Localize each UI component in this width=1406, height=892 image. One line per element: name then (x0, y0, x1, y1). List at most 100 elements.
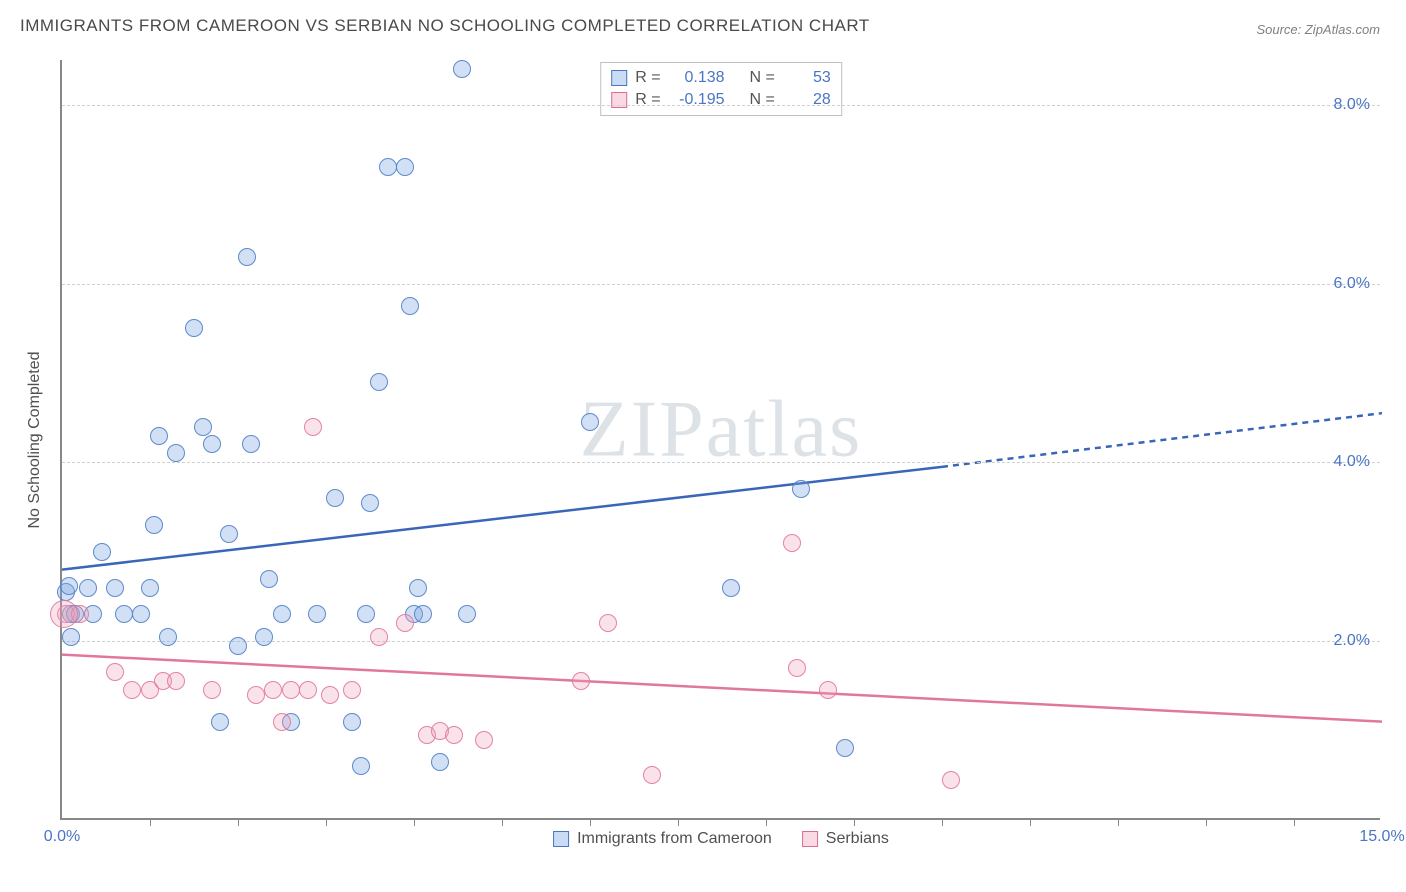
data-point-cameroon (141, 579, 159, 597)
x-tick-mark (766, 818, 767, 826)
y-tick-label: 4.0% (1334, 453, 1370, 471)
legend-label: Serbians (826, 830, 889, 848)
data-point-serbians (203, 681, 221, 699)
x-tick-mark (678, 818, 679, 826)
x-tick-label: 15.0% (1359, 828, 1404, 846)
data-point-serbians (819, 681, 837, 699)
swatch-icon (802, 831, 818, 847)
data-point-serbians (321, 686, 339, 704)
data-point-cameroon (255, 628, 273, 646)
r-label: R = (635, 69, 660, 87)
data-point-cameroon (106, 579, 124, 597)
data-point-cameroon (836, 739, 854, 757)
data-point-cameroon (458, 605, 476, 623)
data-point-cameroon (150, 427, 168, 445)
data-point-serbians (264, 681, 282, 699)
x-tick-mark (590, 818, 591, 826)
data-point-cameroon (132, 605, 150, 623)
data-point-cameroon (60, 577, 78, 595)
data-point-cameroon (326, 489, 344, 507)
data-point-cameroon (409, 579, 427, 597)
data-point-serbians (167, 672, 185, 690)
data-point-cameroon (211, 713, 229, 731)
y-tick-label: 8.0% (1334, 96, 1370, 114)
data-point-cameroon (453, 60, 471, 78)
data-point-serbians (396, 614, 414, 632)
data-point-cameroon (203, 435, 221, 453)
data-point-cameroon (792, 480, 810, 498)
data-point-cameroon (401, 297, 419, 315)
gridline (62, 462, 1380, 463)
data-point-serbians (304, 418, 322, 436)
data-point-cameroon (414, 605, 432, 623)
data-point-serbians (599, 614, 617, 632)
data-point-cameroon (115, 605, 133, 623)
data-point-cameroon (194, 418, 212, 436)
x-tick-mark (326, 818, 327, 826)
x-tick-mark (414, 818, 415, 826)
x-tick-label: 0.0% (44, 828, 80, 846)
legend: Immigrants from Cameroon Serbians (553, 830, 889, 848)
gridline (62, 105, 1380, 106)
y-axis-label: No Schooling Completed (26, 352, 44, 529)
data-point-serbians (445, 726, 463, 744)
data-point-cameroon (185, 319, 203, 337)
x-tick-mark (1206, 818, 1207, 826)
swatch-icon (611, 70, 627, 86)
x-tick-mark (1294, 818, 1295, 826)
legend-item-serbians: Serbians (802, 830, 889, 848)
data-point-serbians (788, 659, 806, 677)
r-value: 0.138 (669, 69, 725, 87)
n-value: 28 (783, 91, 831, 109)
stats-row-serbians: R = -0.195 N = 28 (611, 89, 831, 111)
r-label: R = (635, 91, 660, 109)
x-tick-mark (150, 818, 151, 826)
data-point-serbians (299, 681, 317, 699)
data-point-cameroon (260, 570, 278, 588)
chart-container: IMMIGRANTS FROM CAMEROON VS SERBIAN NO S… (0, 0, 1406, 892)
data-point-cameroon (238, 248, 256, 266)
data-point-serbians (50, 600, 78, 628)
data-point-serbians (643, 766, 661, 784)
data-point-serbians (123, 681, 141, 699)
data-point-cameroon (396, 158, 414, 176)
data-point-serbians (475, 731, 493, 749)
data-point-cameroon (145, 516, 163, 534)
y-tick-label: 6.0% (1334, 275, 1370, 293)
data-point-serbians (572, 672, 590, 690)
plot-area: ZIPatlas R =0.138 N =53R =-0.195 N =28 I… (60, 60, 1380, 820)
n-label: N = (749, 91, 774, 109)
x-tick-mark (1030, 818, 1031, 826)
data-point-cameroon (167, 444, 185, 462)
data-point-serbians (247, 686, 265, 704)
data-point-cameroon (229, 637, 247, 655)
swatch-icon (553, 831, 569, 847)
data-point-cameroon (370, 373, 388, 391)
data-point-cameroon (379, 158, 397, 176)
data-point-cameroon (581, 413, 599, 431)
data-point-cameroon (93, 543, 111, 561)
data-point-cameroon (79, 579, 97, 597)
x-tick-mark (854, 818, 855, 826)
data-point-cameroon (722, 579, 740, 597)
gridline (62, 284, 1380, 285)
correlation-stats-box: R = 0.138 N = 53 R = -0.195 N = 28 (600, 62, 842, 116)
data-point-cameroon (62, 628, 80, 646)
data-point-cameroon (431, 753, 449, 771)
x-tick-mark (502, 818, 503, 826)
data-point-serbians (343, 681, 361, 699)
data-point-cameroon (159, 628, 177, 646)
stats-row-cameroon: R =0.138 N =53 (611, 67, 831, 89)
legend-label: Immigrants from Cameroon (577, 830, 772, 848)
source-attribution: Source: ZipAtlas.com (1256, 22, 1380, 37)
data-point-cameroon (352, 757, 370, 775)
data-point-serbians (282, 681, 300, 699)
x-tick-mark (942, 818, 943, 826)
n-value: 53 (783, 69, 831, 87)
data-point-cameroon (357, 605, 375, 623)
y-tick-label: 2.0% (1334, 632, 1370, 650)
x-tick-mark (238, 818, 239, 826)
data-point-cameroon (242, 435, 260, 453)
r-value: -0.195 (669, 91, 725, 109)
data-point-cameroon (361, 494, 379, 512)
